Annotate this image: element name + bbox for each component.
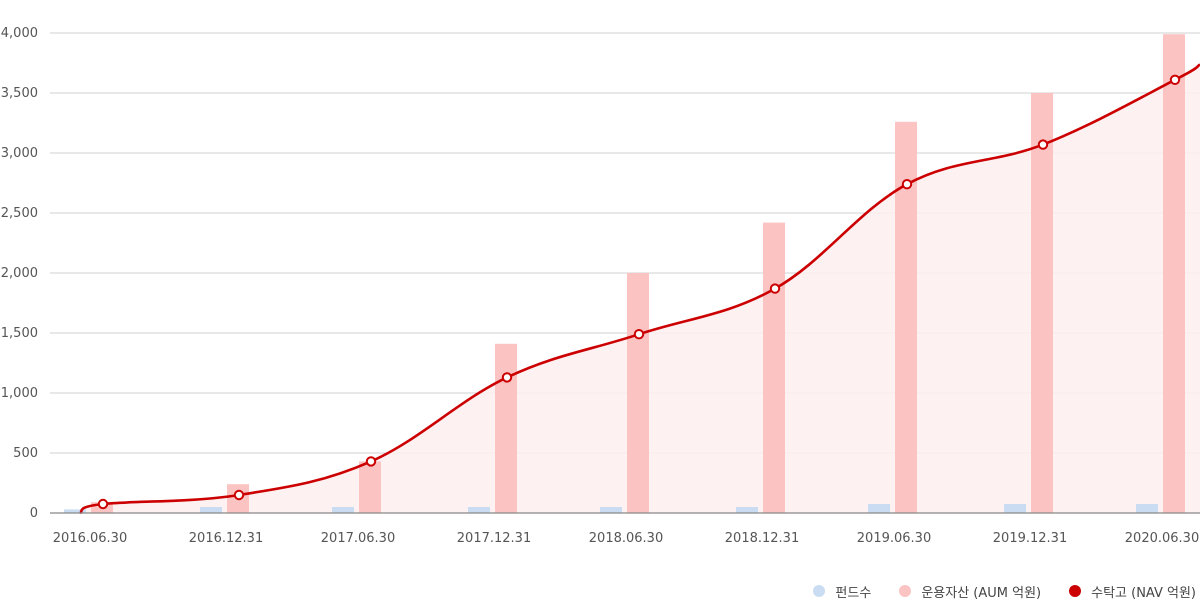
nav-points	[97, 74, 1181, 510]
legend-item-aum[interactable]: 운용자산 (AUM 억원)	[899, 582, 1041, 601]
x-tick-label: 2016.12.31	[189, 531, 263, 546]
bar-aum	[627, 273, 649, 513]
y-tick-label: 4,000	[1, 26, 38, 41]
bar-aum	[895, 121, 917, 514]
legend-item-nav[interactable]: 수탁고 (NAV 억원)	[1069, 582, 1196, 601]
bar-fund-count	[1136, 504, 1158, 513]
x-tick-label: 2016.06.30	[53, 531, 127, 546]
x-tick-label: 2017.06.30	[321, 531, 395, 546]
y-tick-label: 2,500	[1, 206, 38, 221]
bar-fund-count	[64, 509, 86, 513]
nav-point	[633, 329, 645, 340]
bar-aum	[1163, 34, 1185, 513]
nav-point	[501, 372, 513, 383]
bar-fund-count	[468, 507, 490, 513]
bar-aum	[1031, 93, 1053, 513]
bar-fund-count	[200, 507, 222, 513]
nav-point	[1169, 74, 1181, 86]
y-tick-label: 3,500	[1, 86, 38, 101]
x-tick-label: 2017.12.31	[457, 531, 531, 546]
legend-marker-fund-count	[813, 585, 826, 597]
grid-lines	[50, 32, 1200, 454]
nav-point	[233, 489, 245, 501]
y-tick-label: 0	[30, 506, 38, 521]
y-tick-label: 3,000	[1, 146, 38, 161]
x-tick-label: 2019.06.30	[857, 531, 931, 546]
bars	[64, 34, 1185, 514]
nav-point	[365, 456, 377, 467]
y-tick-label: 500	[13, 446, 38, 461]
nav-point	[901, 179, 913, 190]
y-tick-label: 1,000	[1, 386, 38, 401]
legend-label-fund-count: 펀드수	[835, 585, 872, 601]
nav-area-fill	[80, 64, 1200, 513]
legend: 펀드수 운용자산 (AUM 억원) 수탁고 (NAV 억원)	[0, 580, 1196, 602]
legend-label-aum: 운용자산 (AUM 억원)	[921, 585, 1042, 601]
nav-point	[97, 498, 109, 510]
bar-fund-count	[600, 507, 622, 513]
y-tick-label: 2,000	[1, 266, 38, 281]
bar-fund-count	[332, 507, 354, 513]
bar-fund-count	[868, 504, 890, 513]
y-tick-label: 1,500	[1, 326, 38, 341]
x-tick-label: 2018.06.30	[589, 531, 663, 546]
legend-item-fund-count[interactable]: 펀드수	[813, 582, 871, 601]
nav-point	[769, 283, 781, 294]
legend-marker-aum	[899, 585, 912, 597]
x-tick-label: 2018.12.31	[725, 531, 799, 546]
x-tick-label: 2020.06.30	[1125, 531, 1199, 546]
x-tick-label: 2019.12.31	[993, 531, 1067, 546]
legend-label-nav: 수탁고 (NAV 억원)	[1091, 585, 1196, 601]
bar-aum	[359, 461, 381, 513]
bar-fund-count	[1004, 504, 1026, 513]
nav-area	[80, 64, 1200, 513]
legend-marker-nav	[1069, 585, 1082, 597]
bar-aum	[495, 343, 517, 513]
nav-point	[1037, 139, 1049, 150]
bar-aum	[763, 222, 785, 513]
bar-fund-count	[736, 507, 758, 513]
axes: 0 500 1,000 1,500 2,000 2,500 3,000 3,500 4,000 2…	[1, 26, 1200, 546]
